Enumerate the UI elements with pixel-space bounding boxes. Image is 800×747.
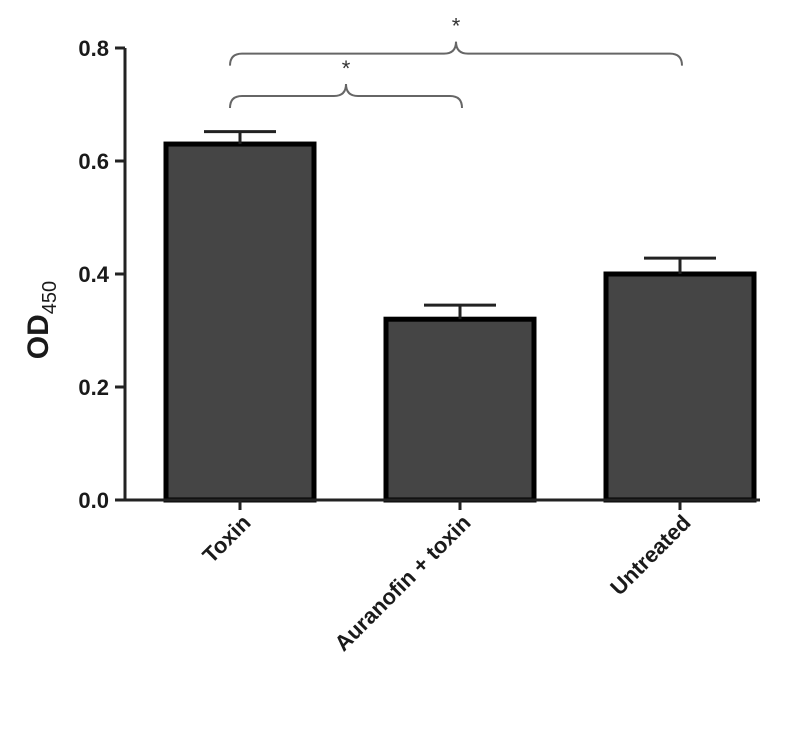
error-bars: [204, 130, 716, 320]
bar: [603, 271, 757, 503]
x-tick-label: Auranofin + toxin: [330, 510, 476, 656]
y-tick-label: 0.0: [78, 488, 109, 513]
y-axis-title-subscript: 450: [39, 281, 61, 314]
significance-marker: *: [452, 14, 461, 39]
x-tick-label: Toxin: [198, 510, 256, 568]
y-tick-label: 0.2: [78, 375, 109, 400]
significance-marker: *: [342, 56, 351, 81]
y-axis: 0.0 0.2 0.4 0.6 0.8: [78, 36, 127, 513]
y-axis-title: OD450: [22, 281, 61, 359]
y-axis-title-main: OD: [22, 314, 55, 359]
x-axis: Toxin Auranofin + toxin Untreated: [125, 498, 760, 656]
significance-brackets: **: [229, 14, 683, 109]
significance-bracket: [229, 41, 683, 66]
bars: [163, 141, 757, 503]
y-tick-label: 0.8: [78, 36, 109, 61]
bar: [383, 316, 537, 503]
significance-bracket: [229, 83, 463, 109]
bar: [163, 141, 317, 503]
x-tick-label: Untreated: [605, 510, 695, 600]
y-tick-label: 0.4: [78, 262, 109, 287]
y-tick-label: 0.6: [78, 149, 109, 174]
